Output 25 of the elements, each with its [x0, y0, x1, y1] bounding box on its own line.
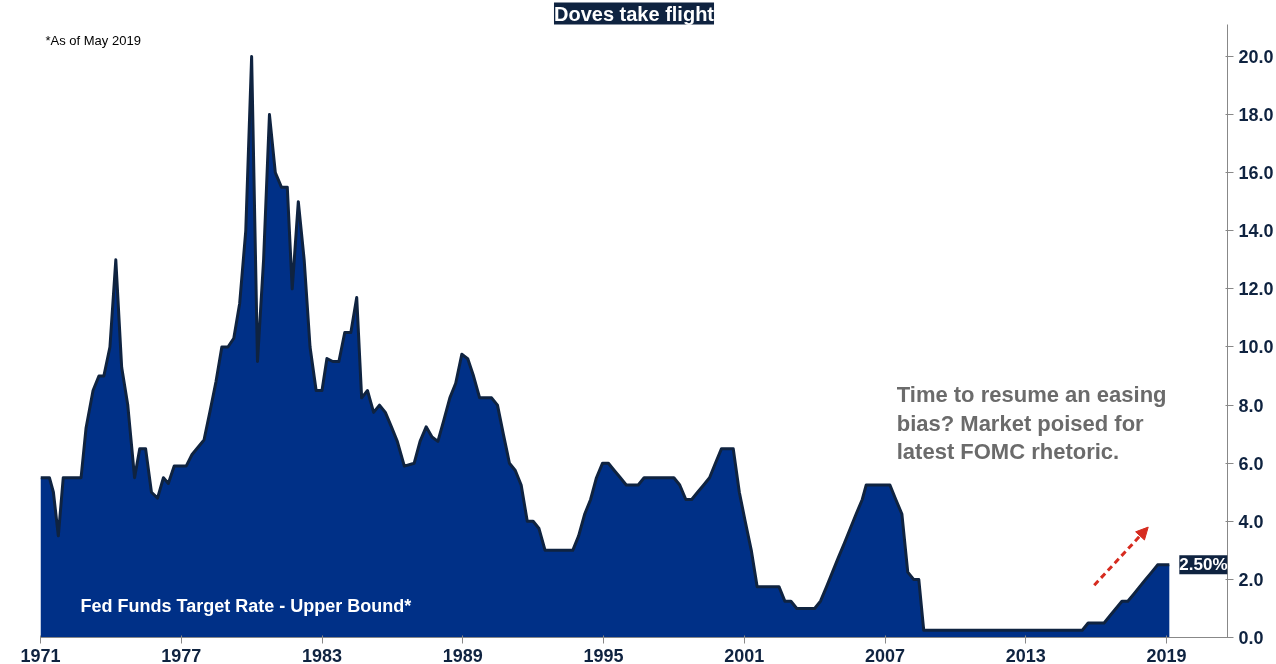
y-tick-label: 8.0: [1238, 395, 1264, 416]
y-tick-label: 12.0: [1238, 279, 1274, 300]
y-tick-label: 14.0: [1238, 221, 1274, 242]
y-tick-label: 6.0: [1238, 453, 1264, 474]
y-tick-label: 2.0: [1238, 569, 1264, 590]
x-tick-label: 2019: [1146, 645, 1187, 664]
x-tick-label: 2001: [724, 645, 765, 664]
y-tick-label: 4.0: [1238, 511, 1264, 532]
y-tick-label: 16.0: [1238, 163, 1274, 184]
x-tick-label: 1989: [442, 645, 483, 664]
x-tick-label: 1977: [161, 645, 202, 664]
y-tick-label: 18.0: [1238, 105, 1274, 126]
y-tick-label: 20.0: [1238, 46, 1274, 67]
x-tick-label: 2007: [864, 645, 906, 664]
data-label: 2.50%: [1179, 555, 1228, 575]
annotation: Time to resume an easing bias? Market poised for latest FOMC rhetoric.: [896, 381, 1167, 465]
series-label: Fed Funds Target Rate - Upper Bound*: [80, 595, 412, 616]
y-tick-label: 10.0: [1238, 337, 1274, 358]
y-tick-label: 0.0: [1238, 628, 1264, 648]
x-tick-label: 1995: [583, 645, 624, 664]
annotation: *As of May 2019: [45, 32, 141, 48]
chart-title: Doves take flight: [553, 2, 715, 25]
x-tick-label: 1971: [20, 645, 61, 664]
x-tick-label: 2013: [1005, 645, 1046, 664]
x-tick-label: 1983: [301, 645, 343, 664]
